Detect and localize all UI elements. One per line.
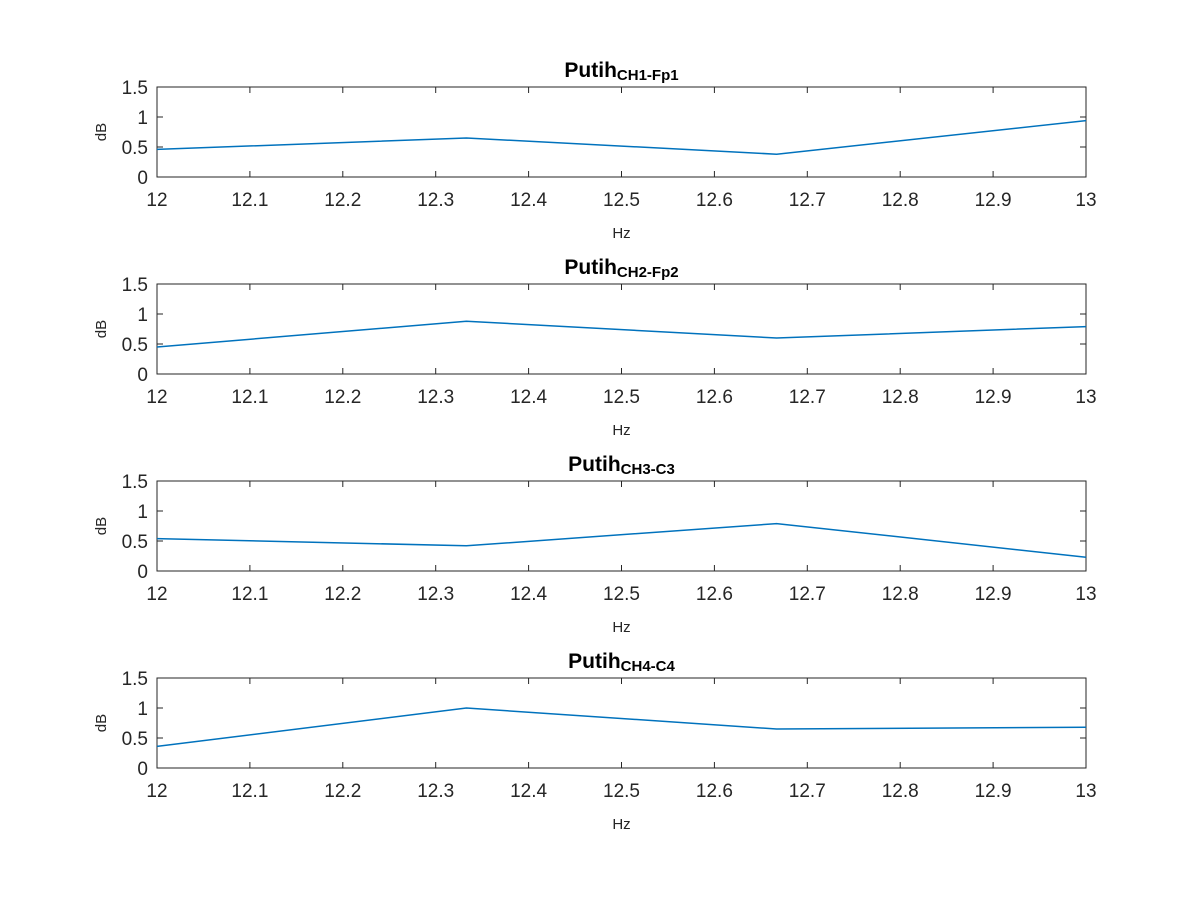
x-tick-label: 12.5 [603,387,640,408]
x-tick-label: 12.4 [510,584,547,605]
x-tick-label: 12.4 [510,781,547,802]
subplot-2: 12 12.1 12.2 12.3 12.4 12.5 12.6 12.7 12.8 12.9 13… [93,256,1097,439]
x-tick-label: 12.5 [603,584,640,605]
x-tick-label: 13 [1075,584,1096,605]
axes-box [156,677,1087,769]
y-tick-label: 1.5 [122,78,148,99]
x-tick-label: 12.3 [417,781,454,802]
y-tick-label: 0 [137,168,148,189]
x-tick-label: 12.2 [324,387,361,408]
x-tick-label: 12 [146,781,167,802]
title-subscript: CH2-Fp2 [617,264,679,281]
y-tick-label: 1.5 [122,669,148,690]
series-line [156,320,1087,348]
x-tick-label: 12.6 [696,190,733,211]
x-tick-label: 12.6 [696,584,733,605]
x-tick-label: 12.6 [696,781,733,802]
x-tick-label: 12.1 [231,781,268,802]
subplot-3: 12 12.1 12.2 12.3 12.4 12.5 12.6 12.7 12.8 12.9 13… [93,453,1097,636]
x-tick-label: 12 [146,387,167,408]
y-tick-label: 0.5 [122,729,148,750]
x-tick-label: 12.3 [417,584,454,605]
y-axis-label: dB [93,714,110,732]
y-tick-label: 0 [137,562,148,583]
y-tick-label: 0 [137,759,148,780]
y-axis-label: dB [93,517,110,535]
y-tick-label: 1 [137,305,148,326]
y-axis-label: dB [93,320,110,338]
x-tick-label: 12.3 [417,387,454,408]
y-tick-label: 0.5 [122,335,148,356]
title-text: Putih [568,650,621,673]
axes-box [156,480,1087,572]
x-axis-label: Hz [612,422,630,439]
subplot-title: PutihCH1-Fp1 [564,59,678,84]
title-subscript: CH1-Fp1 [617,67,679,84]
subplot-1: 12 12.1 12.2 12.3 12.4 12.5 12.6 12.7 12.8 12.9 13… [93,59,1097,242]
y-tick-label: 1.5 [122,275,148,296]
x-tick-label: 12.3 [417,190,454,211]
x-tick-label: 12.8 [882,387,919,408]
x-axis-label: Hz [612,619,630,636]
y-tick-label: 1 [137,108,148,129]
x-tick-label: 12.1 [231,387,268,408]
title-text: Putih [564,59,617,82]
x-tick-label: 12.5 [603,781,640,802]
x-tick-label: 12.1 [231,190,268,211]
subplot-4: 12 12.1 12.2 12.3 12.4 12.5 12.6 12.7 12.8 12.9 13… [93,650,1097,833]
x-tick-label: 12.9 [975,387,1012,408]
x-tick-label: 13 [1075,781,1096,802]
title-subscript: CH4-C4 [621,658,676,675]
x-tick-label: 12.8 [882,190,919,211]
x-tick-label: 12.7 [789,584,826,605]
x-tick-label: 13 [1075,190,1096,211]
x-tick-label: 12.4 [510,387,547,408]
x-axis-label: Hz [612,225,630,242]
x-tick-label: 12.9 [975,584,1012,605]
x-tick-label: 12.2 [324,781,361,802]
x-tick-label: 13 [1075,387,1096,408]
y-tick-label: 1.5 [122,472,148,493]
x-tick-label: 12 [146,190,167,211]
y-tick-label: 0.5 [122,532,148,553]
x-tick-label: 12.6 [696,387,733,408]
x-tick-label: 12.5 [603,190,640,211]
x-tick-label: 12.7 [789,387,826,408]
subplot-title: PutihCH4-C4 [568,650,675,675]
x-axis-label: Hz [612,816,630,833]
x-tick-label: 12.9 [975,781,1012,802]
x-tick-label: 12.7 [789,781,826,802]
x-tick-label: 12.1 [231,584,268,605]
subplot-title: PutihCH2-Fp2 [564,256,678,281]
x-tick-label: 12 [146,584,167,605]
x-tick-label: 12.2 [324,584,361,605]
title-text: Putih [568,453,621,476]
series-line [156,707,1087,748]
title-text: Putih [564,256,617,279]
x-tick-label: 12.4 [510,190,547,211]
x-tick-label: 12.7 [789,190,826,211]
x-tick-label: 12.8 [882,781,919,802]
y-axis-label: dB [93,123,110,141]
x-tick-label: 12.9 [975,190,1012,211]
series-line [156,522,1087,558]
y-tick-label: 1 [137,502,148,523]
y-tick-label: 0.5 [122,138,148,159]
y-tick-label: 0 [137,365,148,386]
axes-box [156,86,1087,178]
y-tick-label: 1 [137,699,148,720]
subplot-title: PutihCH3-C3 [568,453,675,478]
series-line [156,119,1087,155]
x-tick-label: 12.8 [882,584,919,605]
x-tick-label: 12.2 [324,190,361,211]
title-subscript: CH3-C3 [621,461,675,478]
